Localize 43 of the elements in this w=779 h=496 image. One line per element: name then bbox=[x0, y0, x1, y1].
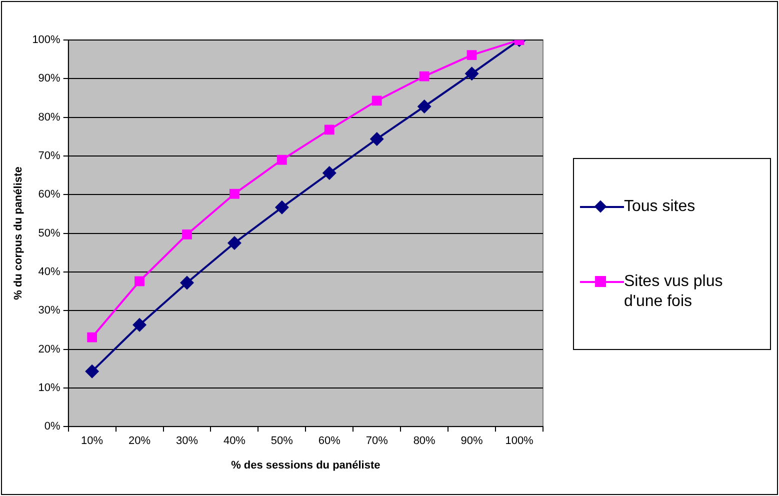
point bbox=[419, 71, 430, 82]
x-tick-label: 50% bbox=[270, 435, 294, 448]
point bbox=[464, 66, 479, 81]
y-tick-label: 60% bbox=[38, 188, 61, 201]
point bbox=[227, 236, 242, 250]
x-tick-label: 40% bbox=[223, 435, 246, 448]
y-tick-label: 30% bbox=[38, 304, 61, 317]
point bbox=[372, 96, 382, 106]
x-axis-title: % des sessions du panéliste bbox=[231, 459, 380, 472]
y-tick-label: 10% bbox=[38, 382, 61, 394]
x-tick-label: 80% bbox=[413, 435, 436, 448]
point bbox=[417, 99, 432, 114]
point bbox=[274, 200, 289, 214]
x-tick-label: 70% bbox=[366, 435, 388, 448]
point bbox=[134, 276, 144, 286]
x-tick-label: 90% bbox=[460, 435, 484, 448]
x-tick-label: 60% bbox=[318, 435, 341, 448]
y-tick-label: 90% bbox=[38, 72, 61, 85]
point bbox=[324, 124, 334, 135]
y-tick-label: 40% bbox=[38, 266, 61, 278]
point bbox=[466, 50, 477, 60]
legend-label: Sites vus plus d'une fois bbox=[624, 272, 724, 312]
point bbox=[132, 318, 147, 332]
y-tick-label: 80% bbox=[38, 111, 61, 124]
y-tick-label: 70% bbox=[38, 150, 61, 162]
x-tick-label: 30% bbox=[176, 435, 198, 448]
y-axis-title: % du corpus du panéliste bbox=[12, 166, 25, 300]
y-tick-label: 0% bbox=[44, 420, 61, 433]
x-tick-label: 10% bbox=[81, 435, 104, 448]
point bbox=[230, 188, 240, 199]
x-tick-label: 100% bbox=[505, 435, 534, 448]
point bbox=[276, 154, 287, 165]
y-tick-label: 20% bbox=[38, 343, 61, 356]
point bbox=[182, 230, 192, 240]
point bbox=[180, 276, 194, 290]
y-tick-label: 50% bbox=[38, 227, 61, 240]
point bbox=[370, 132, 384, 146]
x-tick-label: 20% bbox=[128, 435, 151, 448]
point bbox=[85, 364, 100, 378]
point bbox=[87, 332, 98, 342]
legend-label: Tous sites bbox=[624, 196, 696, 216]
point bbox=[322, 166, 336, 180]
y-tick-label: 100% bbox=[32, 34, 61, 46]
